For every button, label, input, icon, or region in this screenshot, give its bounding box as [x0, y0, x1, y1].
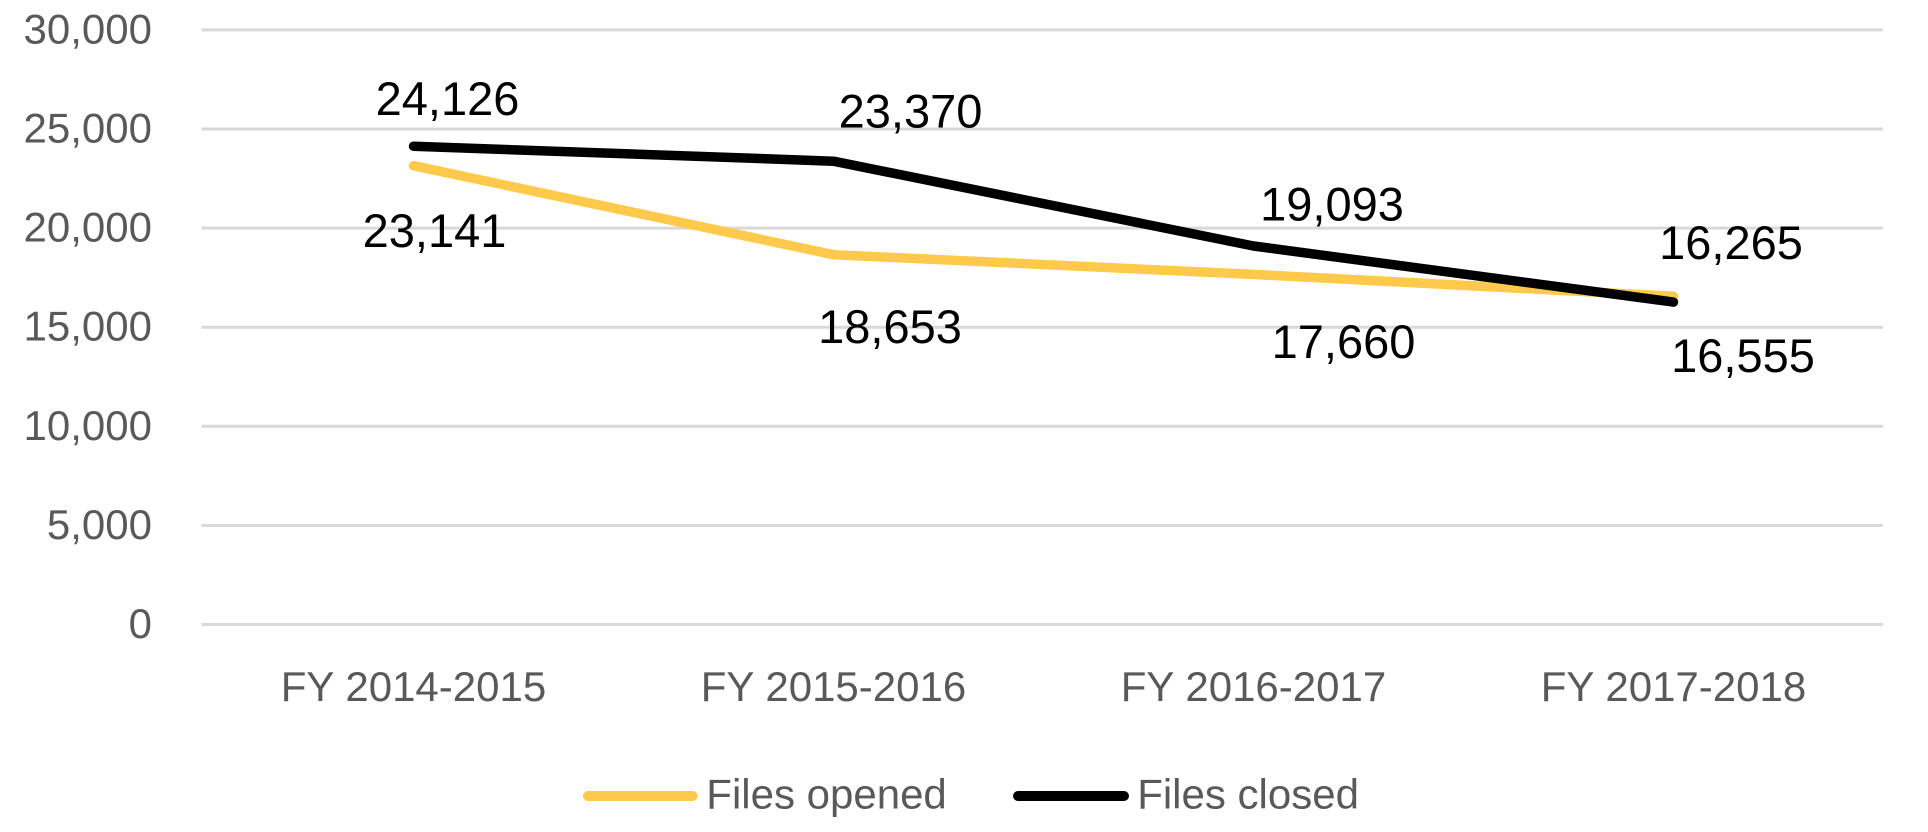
svg-text:FY 2017-2018: FY 2017-2018	[1541, 663, 1806, 710]
svg-text:16,265: 16,265	[1659, 216, 1803, 269]
svg-text:17,660: 17,660	[1272, 315, 1416, 368]
svg-text:Files closed: Files closed	[1137, 771, 1359, 818]
svg-text:23,141: 23,141	[363, 204, 507, 257]
svg-text:FY 2015-2016: FY 2015-2016	[701, 663, 966, 710]
svg-text:18,653: 18,653	[818, 300, 962, 353]
svg-text:5,000: 5,000	[47, 501, 152, 548]
svg-text:20,000: 20,000	[24, 204, 152, 251]
svg-text:25,000: 25,000	[24, 105, 152, 152]
svg-text:10,000: 10,000	[24, 402, 152, 449]
svg-text:FY 2016-2017: FY 2016-2017	[1121, 663, 1386, 710]
svg-text:15,000: 15,000	[24, 303, 152, 350]
svg-text:FY 2014-2015: FY 2014-2015	[281, 663, 546, 710]
svg-text:23,370: 23,370	[839, 85, 983, 138]
svg-text:24,126: 24,126	[376, 72, 520, 125]
svg-text:19,093: 19,093	[1260, 178, 1404, 231]
svg-text:Files opened: Files opened	[706, 771, 947, 818]
svg-text:16,555: 16,555	[1671, 329, 1815, 382]
svg-text:30,000: 30,000	[24, 5, 152, 52]
svg-text:0: 0	[129, 600, 152, 647]
